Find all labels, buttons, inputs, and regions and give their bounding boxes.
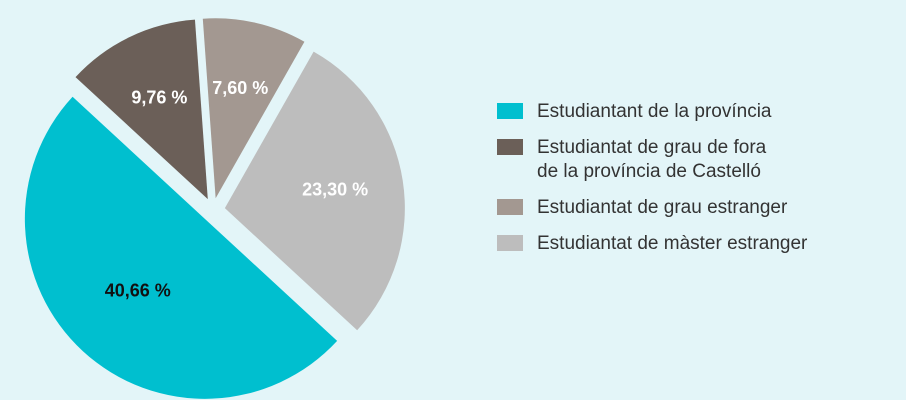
legend-item: Estudiantat de màster estranger xyxy=(497,232,877,256)
legend-label: Estudiantat de grau estranger xyxy=(537,197,788,218)
pie-slice xyxy=(24,96,338,399)
legend-swatch xyxy=(497,139,523,155)
data-label: 40,66 % xyxy=(105,280,171,300)
data-label: 23,30 % xyxy=(302,180,368,200)
data-label: 9,76 % xyxy=(131,87,187,107)
legend-swatch xyxy=(497,103,523,119)
legend-swatch xyxy=(497,235,523,251)
legend-item: Estudiantat de grau de fora de la provín… xyxy=(497,136,877,184)
legend-label: Estudiantat de màster estranger xyxy=(537,233,808,254)
legend-swatch xyxy=(497,199,523,215)
legend-item: Estudiantant de la província xyxy=(497,100,877,124)
pie-slice xyxy=(224,51,405,331)
legend: Estudiantant de la província Estudiantat … xyxy=(497,100,877,268)
legend-label: Estudiantant de la província xyxy=(537,101,772,122)
legend-item: Estudiantat de grau estranger xyxy=(497,196,877,220)
legend-label: Estudiantat de grau de fora de la provín… xyxy=(537,137,767,182)
pie-slice xyxy=(75,19,208,200)
pie-slice xyxy=(202,18,305,199)
data-label: 7,60 % xyxy=(212,78,268,98)
